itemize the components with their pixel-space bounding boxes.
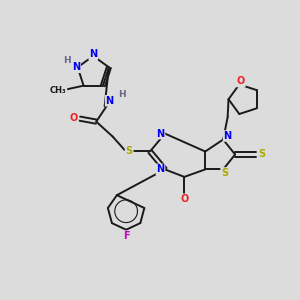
Text: O: O: [237, 76, 245, 86]
Text: CH₃: CH₃: [50, 85, 67, 94]
Text: N: N: [72, 62, 80, 72]
Text: S: S: [221, 168, 228, 178]
Text: S: S: [125, 146, 133, 157]
Text: O: O: [70, 113, 78, 123]
Text: F: F: [123, 231, 129, 241]
Text: N: N: [106, 96, 114, 106]
Text: N: N: [224, 131, 232, 141]
Text: O: O: [180, 194, 188, 204]
Text: H: H: [63, 56, 71, 65]
Text: S: S: [258, 149, 266, 160]
Text: N: N: [89, 50, 97, 59]
Text: N: N: [156, 129, 164, 139]
Text: N: N: [156, 164, 164, 174]
Text: H: H: [118, 90, 125, 99]
